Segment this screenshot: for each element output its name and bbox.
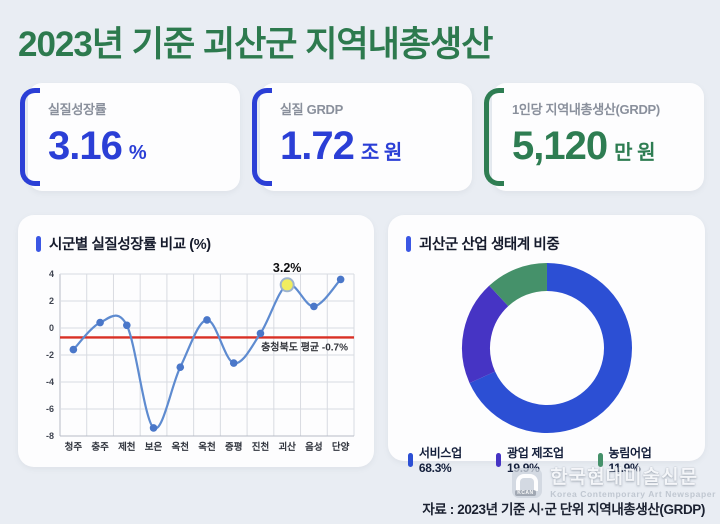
stat-card-real-grdp: 실질 GRDP 1.72 조 원 (252, 83, 472, 191)
svg-text:-6: -6 (46, 404, 54, 414)
svg-text:괴산: 괴산 (278, 441, 296, 453)
title-accent-bar-icon (36, 235, 41, 252)
bracket-decoration-icon (20, 88, 40, 186)
svg-text:0: 0 (49, 323, 54, 333)
svg-text:청주: 청주 (65, 441, 83, 453)
legend-swatch-icon (408, 452, 413, 467)
logo-n-glyph-icon (516, 474, 539, 492)
stat-card-value: 3.16 (48, 124, 123, 168)
stat-card-unit: 조 원 (360, 142, 402, 164)
svg-text:충주: 충주 (91, 441, 109, 453)
legend-label: 농림어업 11.9% (608, 446, 652, 475)
stat-card-growth-rate: 실질성장률 3.16 % (20, 83, 240, 191)
svg-text:-2: -2 (46, 350, 54, 360)
stat-card-grdp-per-capita: 1인당 지역내총생산(GRDP) 5,120 만 원 (484, 83, 704, 191)
svg-text:옥천: 옥천 (198, 442, 215, 453)
growth-rate-line-chart: 4 2 0 -2 -4 -6 -8 청주 충주 제천 보은 옥천 옥천 증평 진천 괴산 음성 단양 충청북도 평균… (46, 261, 355, 453)
line-chart-panel: 시군별 실질성장률 비교 (%) 4 2 0 -2 -4 -6 -8 청주 충주 제천 보은 옥천 옥천… (18, 215, 374, 467)
svg-text:3.2%: 3.2% (273, 261, 302, 275)
svg-text:증평: 증평 (225, 441, 242, 453)
svg-text:충청북도 평균 -0.7%: 충청북도 평균 -0.7% (261, 340, 348, 353)
svg-text:2: 2 (49, 296, 54, 306)
legend-item: 농림어업 11.9% (597, 444, 685, 475)
svg-text:진천: 진천 (252, 441, 269, 453)
legend-label: 광업 제조업 19.9% (506, 446, 564, 475)
legend-item: 서비스업 68.3% (408, 444, 496, 475)
donut-chart-panel: 괴산군 산업 생태계 비중 서비스업 68.3% 광업 제조업 19.9% 농림어업… (388, 215, 705, 475)
legend-label: 서비스업 68.3% (418, 446, 462, 475)
source-caption: 자료 : 2023년 기준 시·군 단위 지역내총생산(GRDP) (422, 502, 705, 517)
stat-card-unit: % (128, 142, 147, 164)
bracket-decoration-icon (252, 88, 272, 186)
svg-text:-4: -4 (46, 377, 54, 387)
charts-row: 시군별 실질성장률 비교 (%) 4 2 0 -2 -4 -6 -8 청주 충주 제천 보은 옥천 옥천… (18, 215, 705, 475)
title-accent-bar-icon (406, 235, 411, 252)
line-chart-title: 시군별 실질성장률 비교 (%) (49, 237, 211, 253)
industry-donut-chart (461, 263, 632, 433)
stat-cards-row: 실질성장률 3.16 % 실질 GRDP 1.72 조 원 1인당 지역내총생산… (20, 83, 704, 191)
stat-card-label: 실질성장률 (48, 102, 107, 117)
svg-text:-8: -8 (46, 431, 54, 441)
svg-text:음성: 음성 (305, 441, 322, 453)
svg-text:단양: 단양 (332, 441, 350, 453)
svg-text:4: 4 (49, 269, 54, 279)
legend-swatch-icon (597, 452, 603, 467)
stat-card-label: 실질 GRDP (280, 102, 343, 117)
logo-kcan-text: KCAN (515, 490, 536, 497)
page-title: 2023년 기준 괴산군 지역내총생산 (18, 25, 493, 64)
svg-text:제천: 제천 (118, 441, 135, 453)
legend-swatch-icon (496, 452, 501, 467)
svg-text:옥천: 옥천 (172, 442, 189, 453)
bracket-decoration-icon (484, 88, 504, 186)
legend-item: 광업 제조업 19.9% (496, 444, 598, 475)
svg-text:보은: 보은 (145, 442, 163, 453)
donut-legend: 서비스업 68.3% 광업 제조업 19.9% 농림어업 11.9% (404, 444, 689, 475)
stat-card-value: 5,120 (512, 124, 608, 168)
donut-chart-title: 괴산군 산업 생태계 비중 (419, 237, 560, 253)
stat-card-label: 1인당 지역내총생산(GRDP) (512, 102, 660, 117)
stat-card-unit: 만 원 (614, 142, 655, 164)
stat-card-value: 1.72 (280, 124, 355, 168)
